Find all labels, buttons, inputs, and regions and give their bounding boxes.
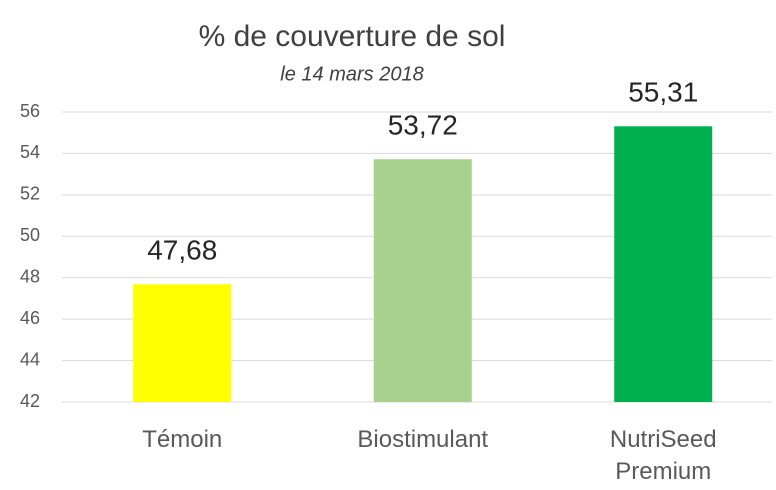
y-tick-label: 50 bbox=[20, 225, 40, 245]
chart-subtitle: le 14 mars 2018 bbox=[280, 63, 423, 85]
x-tick-label: Témoin bbox=[142, 426, 223, 453]
y-tick-label: 46 bbox=[20, 308, 40, 328]
value-label: 53,72 bbox=[388, 110, 458, 141]
y-tick-label: 56 bbox=[20, 101, 40, 121]
x-tick-label: Biostimulant bbox=[357, 426, 489, 453]
bar bbox=[133, 284, 232, 402]
x-tick-label-box: Témoin bbox=[142, 426, 223, 453]
y-tick-label: 44 bbox=[20, 349, 40, 369]
value-label: 47,68 bbox=[147, 235, 217, 266]
y-tick-label: 52 bbox=[20, 184, 40, 204]
bar bbox=[614, 126, 713, 403]
y-tick-label: 48 bbox=[20, 266, 40, 286]
x-tick-label-box: NutriSeed Premium bbox=[609, 426, 717, 485]
y-tick-label: 54 bbox=[20, 142, 40, 162]
y-tick-label: 42 bbox=[20, 391, 40, 411]
chart-title: % de couverture de sol bbox=[199, 20, 506, 53]
x-tick-label-box: Biostimulant bbox=[357, 426, 489, 453]
x-tick-label: NutriSeed Premium bbox=[609, 426, 717, 485]
bar bbox=[373, 159, 472, 402]
value-label: 55,31 bbox=[628, 77, 698, 108]
